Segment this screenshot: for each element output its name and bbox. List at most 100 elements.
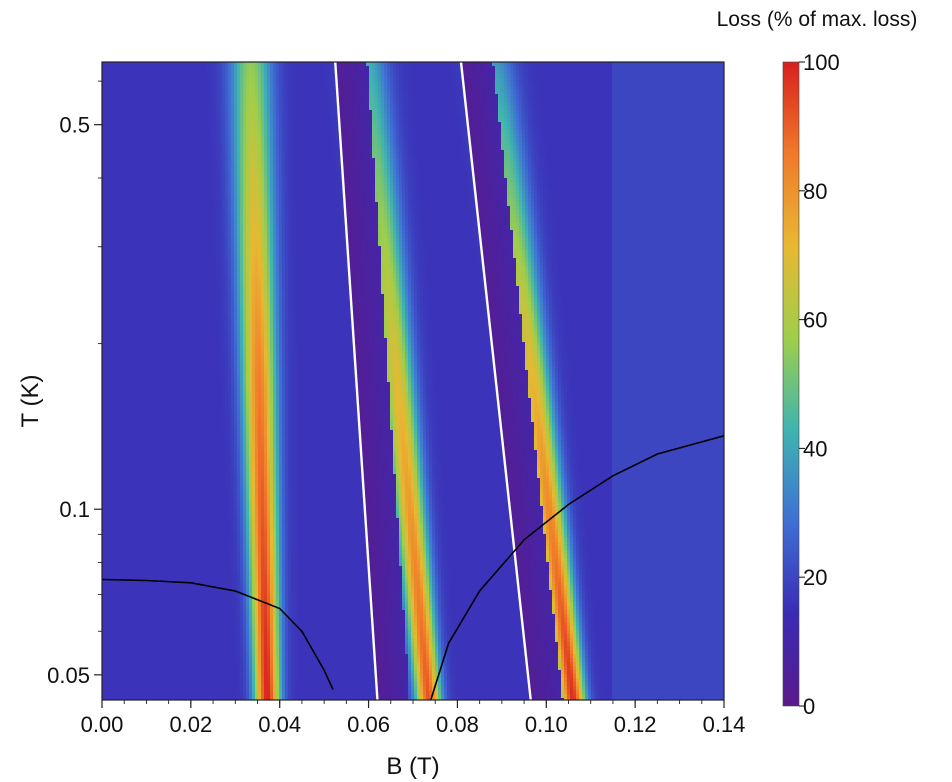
heatmap-cell	[141, 426, 144, 430]
heatmap-cell	[123, 374, 126, 378]
heatmap-cell	[174, 614, 177, 618]
heatmap-cell	[111, 566, 114, 570]
heatmap-cell	[162, 598, 165, 602]
heatmap-cell	[138, 534, 141, 538]
heatmap-cell	[138, 458, 141, 462]
heatmap-cell	[144, 74, 147, 78]
heatmap-cell	[135, 310, 138, 314]
heatmap-cell	[129, 518, 132, 522]
heatmap-cell	[105, 306, 108, 310]
heatmap-cell	[117, 322, 120, 326]
heatmap-cell	[174, 110, 177, 114]
heatmap-cell	[117, 318, 120, 322]
heatmap-cell	[180, 82, 183, 86]
heatmap-cell	[141, 530, 144, 534]
heatmap-cell	[156, 646, 159, 650]
heatmap-cell	[120, 494, 123, 498]
heatmap-cell	[111, 454, 114, 458]
heatmap-cell	[138, 330, 141, 334]
heatmap-cell	[150, 438, 153, 442]
heatmap-cell	[168, 642, 171, 646]
heatmap-cell	[156, 358, 159, 362]
heatmap-cell	[111, 250, 114, 254]
heatmap-cell	[150, 490, 153, 494]
heatmap-cell	[183, 466, 186, 470]
heatmap-cell	[138, 694, 141, 698]
heatmap-cell	[156, 446, 159, 450]
heatmap-cell	[132, 482, 135, 486]
heatmap-cell	[120, 402, 123, 406]
heatmap-cell	[186, 234, 189, 238]
heatmap-cell	[138, 454, 141, 458]
heatmap-cell	[177, 222, 180, 226]
heatmap-cell	[150, 226, 153, 230]
heatmap-cell	[114, 442, 117, 446]
heatmap-cell	[174, 170, 177, 174]
heatmap-cell	[138, 118, 141, 122]
heatmap-cell	[144, 630, 147, 634]
heatmap-cell	[183, 518, 186, 522]
heatmap-cell	[126, 318, 129, 322]
heatmap-cell	[111, 98, 114, 102]
heatmap-cell	[171, 510, 174, 514]
heatmap-cell	[129, 594, 132, 598]
heatmap-cell	[117, 630, 120, 634]
heatmap-cell	[105, 374, 108, 378]
heatmap-cell	[138, 502, 141, 506]
heatmap-cell	[123, 454, 126, 458]
heatmap-cell	[153, 598, 156, 602]
heatmap-cell	[171, 230, 174, 234]
heatmap-cell	[168, 618, 171, 622]
heatmap-cell	[177, 606, 180, 610]
heatmap-cell	[150, 246, 153, 250]
heatmap-cell	[150, 190, 153, 194]
heatmap-cell	[111, 334, 114, 338]
heatmap-cell	[153, 154, 156, 158]
heatmap-cell	[162, 254, 165, 258]
heatmap-cell	[108, 122, 111, 126]
heatmap-cell	[144, 166, 147, 170]
heatmap-cell	[117, 650, 120, 654]
heatmap-cell	[183, 394, 186, 398]
heatmap-cell	[174, 330, 177, 334]
heatmap-cell	[111, 126, 114, 130]
heatmap-cell	[165, 506, 168, 510]
heatmap-cell	[144, 262, 147, 266]
heatmap-cell	[186, 138, 189, 142]
heatmap-cell	[159, 330, 162, 334]
heatmap-cell	[114, 586, 117, 590]
heatmap-cell	[180, 182, 183, 186]
heatmap-cell	[135, 350, 138, 354]
heatmap-cell	[186, 274, 189, 278]
heatmap-cell	[168, 130, 171, 134]
heatmap-cell	[123, 694, 126, 698]
heatmap-cell	[171, 294, 174, 298]
heatmap-cell	[150, 94, 153, 98]
heatmap-cell	[141, 126, 144, 130]
heatmap-cell	[141, 674, 144, 678]
heatmap-cell	[135, 574, 138, 578]
heatmap-cell	[183, 402, 186, 406]
heatmap-cell	[171, 650, 174, 654]
heatmap-cell	[174, 426, 177, 430]
heatmap-cell	[156, 270, 159, 274]
heatmap-cell	[126, 82, 129, 86]
heatmap-cell	[132, 326, 135, 330]
heatmap-cell	[144, 330, 147, 334]
heatmap-cell	[117, 234, 120, 238]
heatmap-cell	[105, 366, 108, 370]
heatmap-cell	[150, 350, 153, 354]
heatmap-cell	[114, 230, 117, 234]
heatmap-cell	[180, 658, 183, 662]
heatmap-cell	[180, 466, 183, 470]
heatmap-cell	[117, 386, 120, 390]
heatmap-cell	[171, 78, 174, 82]
heatmap-cell	[144, 362, 147, 366]
heatmap-cell	[117, 298, 120, 302]
heatmap-cell	[165, 126, 168, 130]
heatmap-cell	[105, 394, 108, 398]
heatmap-cell	[129, 334, 132, 338]
heatmap-cell	[132, 438, 135, 442]
heatmap-cell	[177, 426, 180, 430]
heatmap-cell	[183, 190, 186, 194]
